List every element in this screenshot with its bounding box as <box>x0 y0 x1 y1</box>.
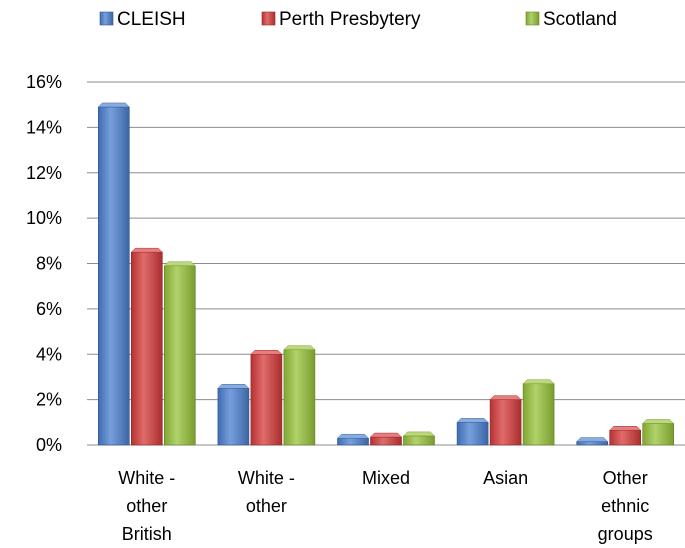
bar-scotland <box>402 431 436 446</box>
y-tick-label: 0% <box>36 435 62 455</box>
legend-label: CLEISH <box>117 9 186 30</box>
y-tick-label: 2% <box>36 390 62 410</box>
legend: CLEISH Perth Presbytery Scotland <box>99 9 617 30</box>
x-tick-label: Asian <box>483 468 528 488</box>
bar-perth-presbytery <box>489 395 522 446</box>
bar-scotland <box>642 419 675 446</box>
legend-entry: Scotland <box>525 9 617 30</box>
y-tick-label: 14% <box>26 117 62 137</box>
legend-swatch <box>99 11 114 26</box>
legend-swatch <box>261 11 276 26</box>
bar-perth-presbytery <box>369 432 403 446</box>
x-tick-label: other <box>126 496 167 516</box>
x-tick-label: Mixed <box>362 468 410 488</box>
x-tick-label: other <box>246 496 287 516</box>
legend-label: Perth Presbytery <box>279 9 421 30</box>
x-tick-label: White - <box>238 468 295 488</box>
bar-cleish <box>217 384 250 446</box>
bar-scotland <box>283 345 316 446</box>
x-tick-label: groups <box>598 524 653 544</box>
x-tick-label: British <box>122 524 172 544</box>
y-tick-label: 10% <box>26 208 62 228</box>
y-axis: 0% 2% 4% 6% 8% 10% 12% 14% 16% <box>26 72 62 455</box>
legend-swatch <box>525 11 540 26</box>
legend-entry: CLEISH <box>99 9 186 30</box>
x-tick-label: White - <box>118 468 175 488</box>
bar-perth-presbytery <box>609 426 642 446</box>
y-tick-label: 6% <box>36 299 62 319</box>
bar-cleish <box>576 437 609 446</box>
x-tick-label: Other <box>603 468 648 488</box>
bar-perth-presbytery <box>250 350 283 446</box>
legend-label: Scotland <box>543 9 617 30</box>
legend-entry: Perth Presbytery <box>261 9 421 30</box>
y-tick-label: 8% <box>36 254 62 274</box>
bar-cleish <box>456 418 489 446</box>
bar-perth-presbytery <box>130 247 163 446</box>
y-tick-label: 12% <box>26 163 62 183</box>
bar-scotland <box>522 379 555 446</box>
x-axis: White - other British White - other Mixed Asia… <box>118 468 652 544</box>
bar-cleish <box>336 433 370 446</box>
bar-cleish <box>97 102 130 446</box>
y-tick-label: 4% <box>36 344 62 364</box>
x-tick-label: ethnic <box>601 496 649 516</box>
y-tick-label: 16% <box>26 72 62 92</box>
bars <box>97 102 675 446</box>
bar-scotland <box>163 261 196 446</box>
